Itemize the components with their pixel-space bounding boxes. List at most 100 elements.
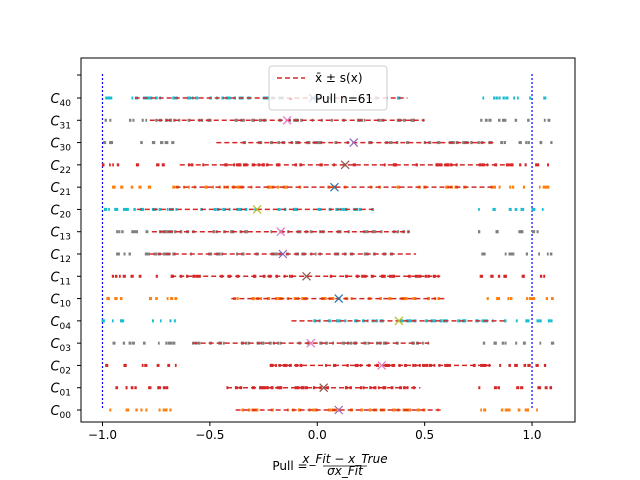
pull-point xyxy=(174,297,178,301)
pull-point xyxy=(227,96,231,100)
pull-point xyxy=(236,207,240,211)
pull-point xyxy=(387,363,391,367)
pull-point xyxy=(514,363,516,367)
mean-marker xyxy=(319,383,329,393)
pull-point xyxy=(513,96,516,100)
y-tick-label: C13 xyxy=(50,226,71,243)
pull-point xyxy=(169,319,172,323)
pull-point xyxy=(285,185,289,189)
pull-point xyxy=(520,230,523,234)
pull-point xyxy=(128,252,131,256)
pull-point xyxy=(114,297,118,301)
pull-point xyxy=(136,163,140,167)
y-tick-label: C12 xyxy=(50,248,71,265)
pull-point xyxy=(547,319,551,323)
mean-marker xyxy=(306,338,316,348)
pull-point xyxy=(161,163,164,167)
pull-point xyxy=(516,386,520,390)
pull-point xyxy=(444,363,448,367)
mean-marker xyxy=(377,361,387,370)
pull-point xyxy=(394,163,398,167)
pull-point xyxy=(309,230,313,234)
pull-point xyxy=(124,274,126,278)
pull-point xyxy=(106,96,109,100)
y-tick-label: C11 xyxy=(50,270,71,287)
pull-point xyxy=(172,341,176,345)
pull-point xyxy=(299,363,303,367)
mean-marker xyxy=(282,115,292,125)
pull-point xyxy=(116,163,120,167)
pull-point xyxy=(503,118,507,122)
pull-point xyxy=(482,341,486,345)
pull-point xyxy=(145,118,148,122)
pull-point xyxy=(140,141,143,145)
pull-point xyxy=(170,341,173,345)
pull-point xyxy=(505,96,509,100)
pull-point xyxy=(144,363,148,367)
pull-point xyxy=(279,341,282,345)
y-tick-label: C02 xyxy=(50,359,71,376)
pull-point xyxy=(550,341,555,345)
pull-point xyxy=(538,386,542,390)
pull-point xyxy=(368,408,372,412)
pull-point xyxy=(109,96,113,100)
pull-point xyxy=(379,297,382,301)
pull-point xyxy=(141,118,144,122)
pull-point xyxy=(104,118,107,122)
legend-box xyxy=(268,65,388,111)
pull-point xyxy=(345,274,348,278)
pull-point xyxy=(523,341,526,345)
axes-layer: −1.0 −0.5 0.0 0.5 1.0 C00 C01 C02 C03 C04 C10 C11 C1… xyxy=(50,74,542,442)
pull-point xyxy=(406,141,409,145)
pull-point xyxy=(352,163,356,167)
plot-data-layer xyxy=(101,74,555,415)
pull-point xyxy=(148,297,152,301)
pull-point xyxy=(257,163,261,167)
y-tick-label: C03 xyxy=(50,337,71,354)
pull-point xyxy=(399,386,403,390)
pull-point xyxy=(527,118,530,122)
pull-point xyxy=(377,118,381,122)
pull-point xyxy=(511,185,515,189)
pull-point xyxy=(162,408,165,412)
x-tick-label: 0.5 xyxy=(415,428,434,442)
mean-marker xyxy=(394,316,404,326)
pull-point xyxy=(543,96,547,100)
pull-point xyxy=(122,341,126,345)
series-row-20 xyxy=(103,205,544,214)
pull-point xyxy=(125,386,128,390)
pull-point xyxy=(515,319,518,323)
pull-point xyxy=(174,363,177,367)
pull-point xyxy=(507,408,511,412)
pull-point xyxy=(155,297,158,301)
pull-point xyxy=(397,185,401,189)
series-row-13 xyxy=(116,227,539,237)
pull-point xyxy=(140,408,143,412)
pull-point xyxy=(172,185,176,189)
pull-point xyxy=(289,274,291,278)
pull-point xyxy=(349,341,353,345)
pull-point xyxy=(503,141,507,145)
series-row-03 xyxy=(112,338,555,348)
pull-point xyxy=(544,185,548,189)
pull-point xyxy=(354,319,357,323)
pull-point xyxy=(132,118,135,122)
pull-point xyxy=(128,341,132,345)
pull-point xyxy=(492,185,497,189)
series-row-11 xyxy=(111,271,546,281)
pull-point xyxy=(264,386,268,390)
pull-point xyxy=(114,274,118,278)
pull-point xyxy=(164,408,168,412)
pull-point xyxy=(509,252,512,256)
pull-point xyxy=(369,386,372,390)
pull-point xyxy=(336,319,340,323)
pull-point xyxy=(504,341,507,345)
pull-point xyxy=(329,274,333,278)
pull-point xyxy=(213,207,217,211)
pull-point xyxy=(141,363,144,367)
pull-point xyxy=(116,230,119,234)
pull-point xyxy=(292,207,296,211)
pull-point xyxy=(520,207,523,211)
y-tick-label: C20 xyxy=(50,203,71,220)
pull-point xyxy=(436,141,439,145)
